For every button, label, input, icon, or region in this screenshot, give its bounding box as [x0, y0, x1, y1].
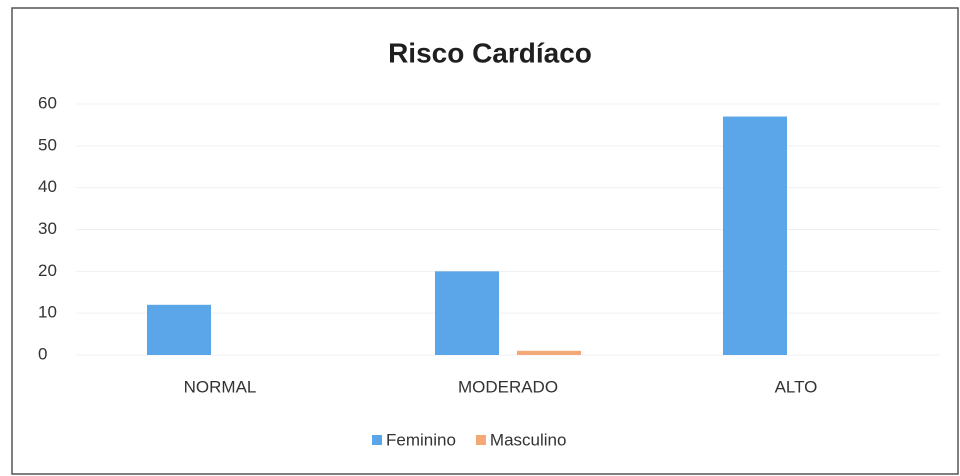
x-tick-label: MODERADO: [458, 377, 558, 396]
y-tick-label: 20: [38, 261, 57, 280]
bar: [723, 116, 787, 355]
chart-title: Risco Cardíaco: [388, 37, 592, 68]
y-tick-label: 60: [38, 93, 57, 112]
y-tick-label: 30: [38, 219, 57, 238]
legend-label: Masculino: [490, 430, 567, 449]
y-tick-label: 0: [38, 344, 47, 363]
bar: [517, 350, 581, 355]
x-tick-label: NORMAL: [184, 377, 257, 396]
legend-swatch: [372, 435, 382, 445]
y-tick-label: 10: [38, 303, 57, 322]
legend-label: Feminino: [386, 430, 456, 449]
legend-swatch: [475, 435, 486, 445]
x-tick-label: ALTO: [775, 377, 818, 396]
y-tick-label: 50: [38, 135, 57, 154]
chart-frame: [11, 7, 959, 475]
bar: [147, 304, 211, 355]
y-tick-label: 40: [38, 177, 57, 196]
bar: [435, 271, 499, 355]
